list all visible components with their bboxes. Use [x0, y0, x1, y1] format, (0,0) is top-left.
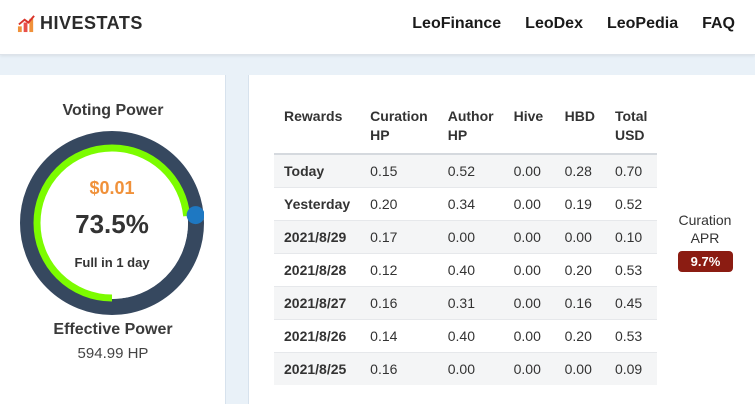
cell-hive: 0.00 [503, 154, 555, 187]
cell-hbd: 0.00 [554, 219, 605, 253]
header-total-usd: Total USD [604, 99, 658, 155]
gauge-fill-arc [33, 144, 191, 302]
voting-power-panel: Voting Power $0.01 73.5% Full in 1 day E… [0, 75, 226, 404]
cell-curation-hp: 0.14 [360, 318, 438, 352]
cell-total-usd: 0.09 [604, 351, 658, 385]
rewards-table: Rewards Curation HP Author HP Hive HBD T… [274, 99, 658, 385]
cell-author-hp: 0.34 [437, 186, 504, 220]
header-hive: Hive [503, 99, 555, 155]
header-rewards: Rewards [274, 99, 361, 155]
header-hbd: HBD [554, 99, 605, 155]
cell-hbd: 0.16 [554, 285, 605, 319]
cell-author-hp: 0.40 [437, 318, 504, 352]
voting-power-gauge [20, 131, 204, 315]
cell-total-usd: 0.70 [604, 154, 658, 187]
table-row: 2021/8/26 0.14 0.40 0.00 0.20 0.53 [274, 318, 658, 352]
voting-value-usd: $0.01 [89, 178, 135, 198]
bar-chart-icon [17, 15, 35, 33]
cell-author-hp: 0.52 [437, 154, 504, 187]
cell-total-usd: 0.45 [604, 285, 658, 319]
voting-power-title: Voting Power [62, 102, 164, 119]
cell-curation-hp: 0.16 [360, 285, 438, 319]
cell-curation-hp: 0.12 [360, 252, 438, 286]
cell-total-usd: 0.53 [604, 252, 658, 286]
header-curation-hp: Curation HP [360, 99, 438, 155]
nav-link-leodex[interactable]: LeoDex [525, 15, 583, 32]
brand-logo[interactable]: HIVESTATS [17, 13, 143, 34]
cell-date: 2021/8/29 [274, 219, 361, 253]
cell-curation-hp: 0.17 [360, 219, 438, 253]
cell-total-usd: 0.53 [604, 318, 658, 352]
cell-author-hp: 0.00 [437, 219, 504, 253]
table-row: 2021/8/27 0.16 0.31 0.00 0.16 0.45 [274, 285, 658, 319]
voting-power-percent: 73.5% [75, 209, 149, 239]
cell-hbd: 0.20 [554, 318, 605, 352]
cell-curation-hp: 0.16 [360, 351, 438, 385]
cell-hbd: 0.00 [554, 351, 605, 385]
nav-link-leofinance[interactable]: LeoFinance [412, 15, 502, 32]
gauge-inner-disc [36, 147, 188, 299]
nav-link-leopedia[interactable]: LeoPedia [606, 15, 679, 32]
curation-apr-label: Curation APR [678, 212, 732, 246]
cell-hive: 0.00 [503, 285, 555, 319]
effective-power-value: 594.99 HP [77, 345, 149, 362]
cell-date: 2021/8/28 [274, 252, 361, 286]
cell-total-usd: 0.10 [604, 219, 658, 253]
cell-hbd: 0.28 [554, 154, 605, 187]
nav-link-faq[interactable]: FAQ [702, 15, 735, 32]
curation-apr-badge: 9.7% [678, 251, 733, 272]
cell-date: 2021/8/27 [274, 285, 361, 319]
cell-author-hp: 0.31 [437, 285, 504, 319]
table-row: Today 0.15 0.52 0.00 0.28 0.70 [274, 154, 658, 187]
table-header-row: Rewards Curation HP Author HP Hive HBD T… [274, 99, 658, 155]
brand-name: HIVESTATS [40, 13, 143, 33]
table-row: 2021/8/28 0.12 0.40 0.00 0.20 0.53 [274, 252, 658, 286]
cell-date: 2021/8/26 [274, 318, 361, 352]
cell-hbd: 0.20 [554, 252, 605, 286]
cell-hbd: 0.19 [554, 186, 605, 220]
cell-date: Yesterday [274, 186, 361, 220]
nav-links: LeoFinance LeoDex LeoPedia FAQ [388, 15, 735, 33]
cell-hive: 0.00 [503, 219, 555, 253]
cell-curation-hp: 0.20 [360, 186, 438, 220]
header-author-hp: Author HP [437, 99, 504, 155]
table-row: 2021/8/25 0.16 0.00 0.00 0.00 0.09 [274, 351, 658, 385]
cell-hive: 0.00 [503, 186, 555, 220]
table-row: Yesterday 0.20 0.34 0.00 0.19 0.52 [274, 186, 658, 220]
cell-hive: 0.00 [503, 318, 555, 352]
gauge-knob [186, 206, 204, 225]
rewards-panel: Rewards Curation HP Author HP Hive HBD T… [248, 75, 755, 404]
table-row: 2021/8/29 0.17 0.00 0.00 0.00 0.10 [274, 219, 658, 253]
cell-date: Today [274, 154, 361, 187]
cell-hive: 0.00 [503, 252, 555, 286]
cell-author-hp: 0.00 [437, 351, 504, 385]
effective-power-title: Effective Power [53, 321, 173, 338]
cell-curation-hp: 0.15 [360, 154, 438, 187]
cell-hive: 0.00 [503, 351, 555, 385]
cell-date: 2021/8/25 [274, 351, 361, 385]
recharge-time: Full in 1 day [74, 255, 150, 270]
cell-author-hp: 0.40 [437, 252, 504, 286]
top-navbar: HIVESTATS LeoFinance LeoDex LeoPedia FAQ [0, 0, 755, 55]
cell-total-usd: 0.52 [604, 186, 658, 220]
